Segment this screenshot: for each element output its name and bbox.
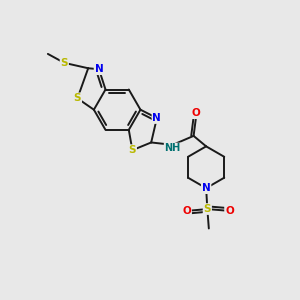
Text: O: O — [182, 206, 191, 216]
Text: N: N — [94, 64, 103, 74]
Text: S: S — [74, 93, 81, 103]
Text: O: O — [192, 108, 200, 118]
Text: S: S — [129, 145, 136, 155]
Text: O: O — [225, 206, 234, 216]
Text: N: N — [202, 183, 211, 193]
Text: S: S — [204, 204, 211, 214]
Text: NH: NH — [165, 143, 181, 153]
Text: N: N — [152, 113, 161, 123]
Text: S: S — [61, 58, 68, 68]
